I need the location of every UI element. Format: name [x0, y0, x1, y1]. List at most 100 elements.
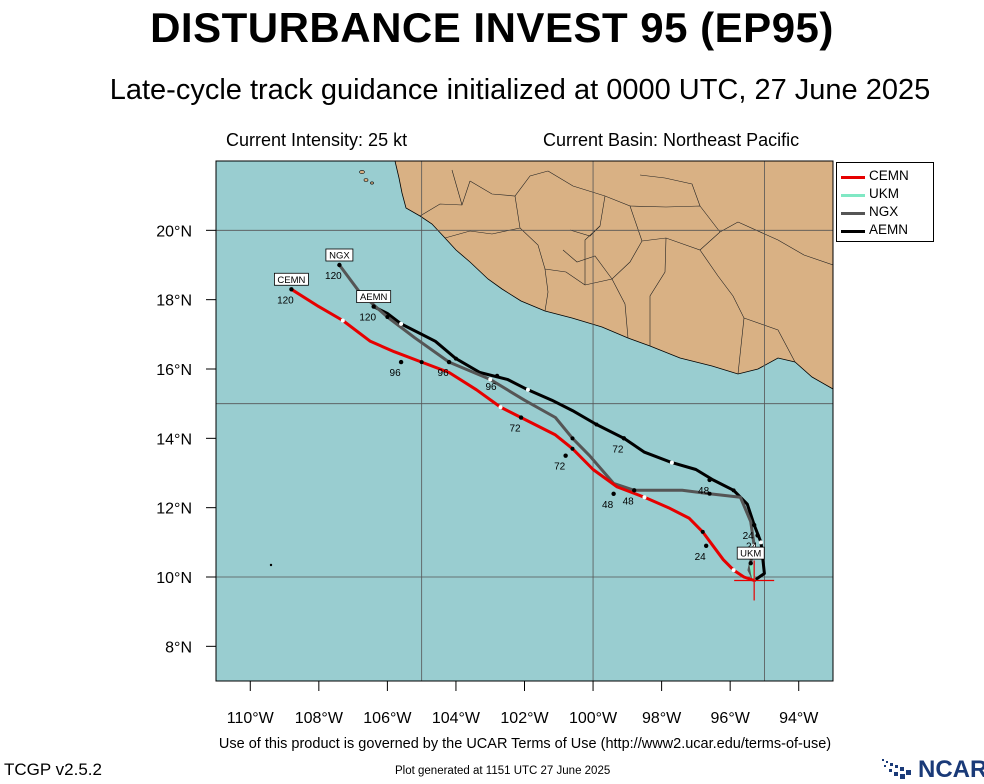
ncar-logo-text: NCAR — [918, 756, 984, 783]
initial-position-marker — [734, 560, 775, 601]
y-axis-ticks: 8°N 10°N 12°N 14°N 16°N 18°N 20°N — [156, 223, 216, 656]
y-tick-label: 8°N — [165, 639, 192, 656]
legend-swatch — [841, 230, 865, 233]
name-label-cemn: CEMN — [277, 275, 305, 286]
name-label-aemn: AEMN — [360, 292, 388, 303]
hour-point-aemn — [707, 477, 712, 483]
legend-label: UKM — [869, 186, 899, 201]
x-tick-label: 100°W — [569, 710, 618, 727]
hour-label: 96 — [486, 382, 498, 393]
gridlines — [216, 161, 833, 681]
hour-point-ngx — [337, 262, 342, 268]
hour-point-aemn — [621, 436, 627, 441]
x-tick-label: 110°W — [227, 710, 275, 727]
y-tick-label: 20°N — [156, 223, 192, 240]
page-title: DISTURBANCE INVEST 95 (EP95) — [150, 4, 834, 51]
hour-point-aemn — [371, 304, 376, 309]
name-box-cemn — [274, 272, 309, 286]
legend-swatch — [841, 212, 865, 215]
x-tick-label: 94°W — [779, 710, 819, 727]
revillagigedo-islands — [359, 170, 374, 185]
stray-point — [269, 563, 273, 567]
y-tick-label: 16°N — [156, 362, 192, 379]
legend-swatch — [841, 194, 865, 197]
hour-point-cemn — [398, 359, 404, 365]
hour-label: 96 — [390, 368, 402, 379]
legend: CEMN UKM NGX AEMN — [836, 162, 934, 242]
y-tick-label: 10°N — [156, 570, 192, 587]
hour-label: 120 — [359, 313, 376, 324]
hour-label: 72 — [510, 424, 522, 435]
ncar-logo — [882, 759, 911, 779]
hour-point-cemn — [289, 287, 294, 292]
hour-point-cemn — [703, 543, 709, 548]
version-label: TCGP v2.5.2 — [4, 760, 102, 779]
x-axis-ticks: 110°W 108°W 106°W 104°W 102°W 100°W 98°W 96°W 94… — [227, 681, 819, 727]
current-basin: Current Basin: Northeast Pacific — [543, 130, 800, 150]
track-point-cemn — [419, 360, 424, 365]
hour-label: 120 — [277, 295, 294, 306]
x-tick-label: 102°W — [500, 710, 549, 727]
hour-label: 72 — [612, 444, 624, 455]
track-point-aemn — [594, 422, 599, 427]
y-tick-label: 14°N — [156, 431, 192, 448]
page-subtitle: Late-cycle track guidance initialized at… — [109, 74, 931, 106]
track-point-ngx — [488, 377, 493, 382]
hour-label: 24 — [695, 552, 707, 563]
x-tick-label: 96°W — [711, 710, 751, 727]
hour-point-cemn — [611, 491, 616, 496]
state-borders — [419, 169, 833, 375]
track-point-aemn — [453, 356, 458, 361]
terms-of-use: Use of this product is governed by the U… — [218, 736, 832, 752]
legend-label: NGX — [869, 204, 899, 219]
track-point-aemn — [525, 387, 530, 392]
legend-label: AEMN — [869, 222, 909, 237]
legend-swatch — [841, 176, 865, 179]
track-point-aemn — [399, 321, 404, 326]
current-intensity: Current Intensity: 25 kt — [226, 130, 408, 150]
name-label-ngx: NGX — [329, 251, 350, 262]
name-label-ukm: UKM — [740, 549, 761, 560]
x-tick-label: 106°W — [363, 710, 412, 727]
track-point-cemn — [700, 529, 705, 534]
hour-labels: 244872961202448729612024487296120 — [277, 271, 758, 563]
track-point-ngx — [707, 491, 712, 496]
name-box-ngx — [325, 248, 354, 262]
hour-point-ngx — [446, 359, 452, 365]
track-point-aemn — [669, 460, 674, 465]
hour-point-ngx — [518, 415, 524, 420]
x-tick-label: 104°W — [432, 710, 481, 727]
generated-timestamp: Plot generated at 1151 UTC 27 June 2025 — [395, 765, 611, 777]
name-box-ukm — [736, 546, 765, 560]
hour-label: 120 — [325, 271, 342, 282]
hour-point-aemn — [755, 533, 760, 538]
hour-label: 96 — [438, 368, 450, 379]
track-point-cemn — [498, 405, 503, 410]
track-point-ngx — [385, 315, 390, 319]
track-markers — [289, 262, 764, 573]
track-point-cemn — [340, 318, 345, 323]
hour-label: 72 — [554, 462, 566, 473]
track-point-aemn — [731, 488, 736, 493]
hour-label: 48 — [698, 486, 710, 497]
track-point-ngx — [570, 436, 575, 441]
y-tick-label: 18°N — [156, 293, 192, 310]
hour-point-ukm — [748, 560, 753, 566]
track-point-cemn — [731, 568, 736, 573]
y-tick-label: 12°N — [156, 501, 192, 518]
name-box-aemn — [356, 290, 392, 304]
hour-point-ngx — [751, 522, 757, 528]
track-point-cemn — [570, 446, 575, 451]
hour-label: 48 — [602, 500, 614, 511]
model-name-labels: CEMN UKM NGX AEMN — [274, 248, 765, 560]
track-point-cemn — [642, 495, 647, 500]
legend-label: CEMN — [869, 168, 909, 183]
hour-point-aemn — [494, 373, 500, 379]
track-point-aemn — [759, 540, 764, 545]
x-tick-label: 108°W — [295, 710, 344, 727]
x-tick-label: 98°W — [642, 710, 682, 727]
hour-point-ngx — [631, 488, 637, 493]
land-mexico — [394, 161, 833, 390]
track-ngx — [338, 264, 756, 582]
